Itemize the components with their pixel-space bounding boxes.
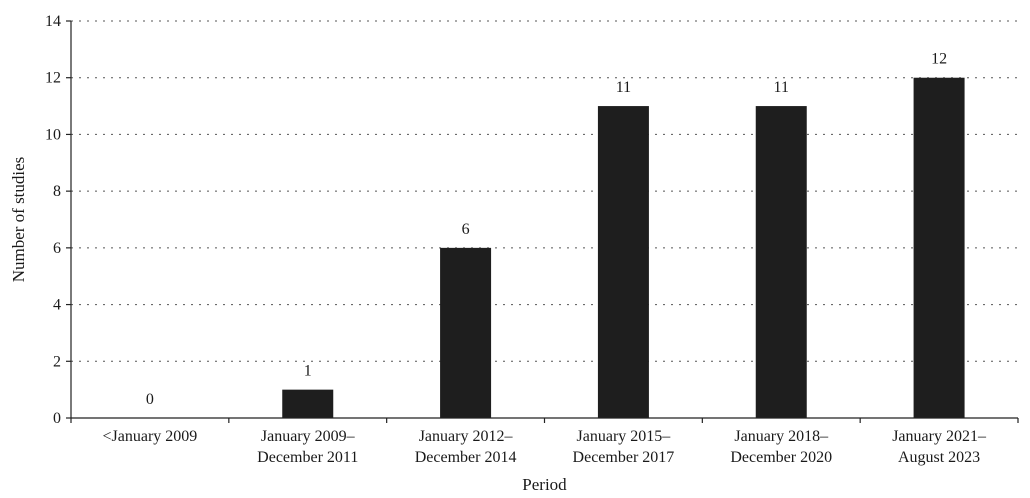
y-tick-label: 12 bbox=[45, 70, 61, 87]
x-tick-label: December 2011 bbox=[257, 449, 358, 466]
x-tick-label: January 2018– bbox=[734, 428, 829, 445]
x-tick-label: January 2012– bbox=[419, 428, 514, 445]
y-tick-label: 0 bbox=[53, 410, 61, 427]
x-axis-title: Period bbox=[522, 475, 567, 494]
x-tick-label: January 2009– bbox=[261, 428, 356, 445]
y-tick-label: 4 bbox=[53, 297, 61, 314]
bar bbox=[282, 389, 334, 418]
x-tick-label: August 2023 bbox=[898, 449, 980, 466]
y-tick-label: 2 bbox=[53, 353, 61, 370]
x-axis-ticks: <January 2009 January 2009– December 2011 J… bbox=[70, 418, 1019, 466]
y-axis-title: Number of studies bbox=[9, 157, 28, 283]
bar bbox=[913, 77, 965, 418]
gridlines bbox=[71, 20, 1018, 362]
bar bbox=[597, 106, 649, 419]
data-label: 6 bbox=[462, 221, 470, 238]
y-axis-ticks: 0 2 4 6 8 10 12 14 bbox=[45, 13, 71, 427]
y-tick-label: 10 bbox=[45, 126, 61, 143]
bar bbox=[440, 247, 492, 418]
x-tick-label: December 2017 bbox=[573, 449, 675, 466]
data-labels: 0 1 6 11 11 12 bbox=[146, 51, 947, 408]
y-tick-label: 6 bbox=[53, 240, 61, 257]
data-label: 11 bbox=[774, 79, 789, 96]
x-tick-label: January 2021– bbox=[892, 428, 987, 445]
data-label: 11 bbox=[616, 79, 631, 96]
x-tick-label: January 2015– bbox=[577, 428, 672, 445]
data-label: 12 bbox=[931, 51, 947, 68]
x-tick-label: December 2020 bbox=[730, 449, 832, 466]
y-tick-label: 14 bbox=[45, 13, 61, 30]
x-tick-label: December 2014 bbox=[415, 449, 517, 466]
y-tick-label: 8 bbox=[53, 183, 61, 200]
x-tick-label: <January 2009 bbox=[103, 428, 198, 445]
data-label: 0 bbox=[146, 391, 154, 408]
data-label: 1 bbox=[304, 363, 312, 380]
bar bbox=[755, 106, 807, 419]
bars bbox=[282, 77, 965, 419]
